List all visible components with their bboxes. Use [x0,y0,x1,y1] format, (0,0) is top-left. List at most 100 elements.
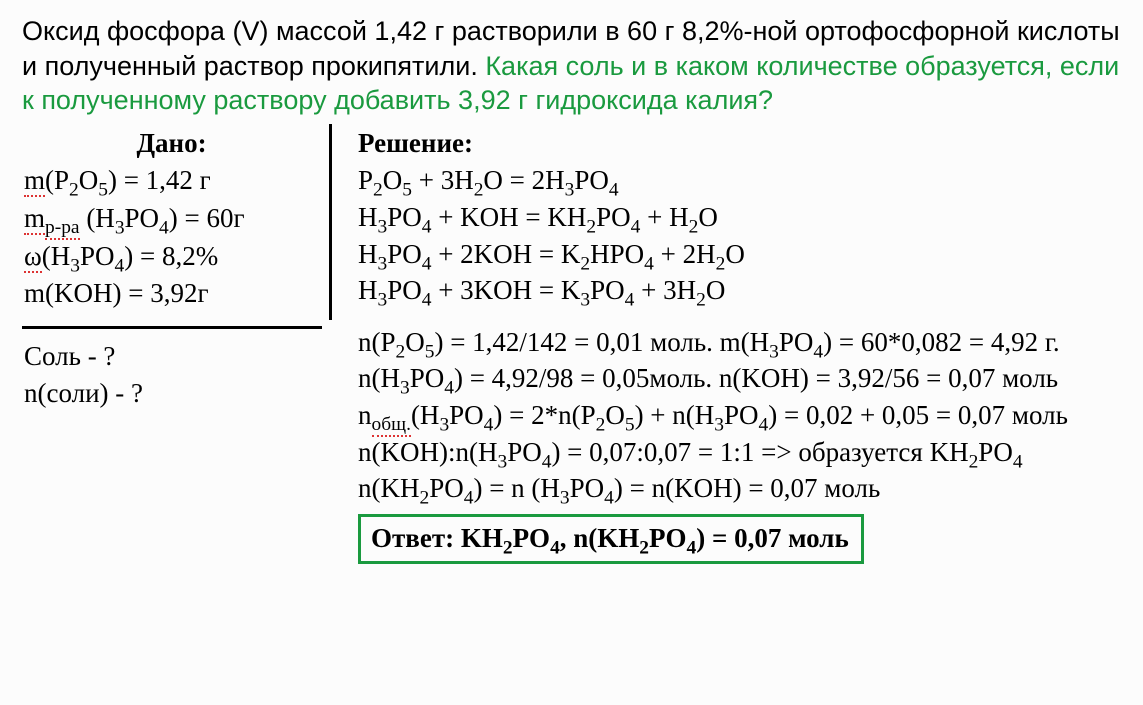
calc-2: n(H3PO4) = 4,92/98 = 0,05моль. n(KOH) = … [358,361,1121,397]
sub: 4 [422,290,432,311]
find-line-1: Соль - ? [24,339,332,375]
txt: H [358,275,378,305]
sub: 4 [159,217,169,238]
sub: 2 [639,537,649,558]
sub: 2 [596,414,606,435]
calc-1: n(P2O5) = 1,42/142 = 0,01 моль. m(H3PO4)… [358,325,1121,361]
sub: 4 [609,180,619,201]
txt: ) = 8,2% [124,241,218,271]
sub: 2 [69,180,79,201]
txt: ) = 0,07:0,07 = 1:1 => образуется KH [551,437,968,467]
sub: 3 [439,414,449,435]
sub: 3 [497,451,507,472]
given-line-3: ω(H3PO4) = 8,2% [24,239,319,275]
solution-column: Решение: P2O5 + 3H2O = 2H3PO4 H3PO4 + KO… [344,124,1121,564]
sub: 3 [378,216,388,237]
equation-2: H3PO4 + KOH = KH2PO4 + H2O [358,200,1121,236]
txt: O [383,165,403,195]
txt: PO [507,437,542,467]
txt: n(H [358,363,400,393]
sub: 4 [484,414,494,435]
find-block: Соль - ? n(соли) - ? [22,335,332,412]
txt: H [358,239,378,269]
txt: PO [513,523,551,553]
txt: P [358,165,373,195]
txt: ) = 0,07 моль [696,523,848,553]
txt: + H [640,202,688,232]
sub: 3 [115,217,125,238]
txt: n(KOH):n(H [358,437,497,467]
txt: PO [779,327,814,357]
txt: O = 2H [483,165,564,195]
sub: 2 [373,180,383,201]
find-line-2: n(соли) - ? [24,376,332,412]
sub: 3 [769,341,779,362]
txt: (H [80,203,115,233]
txt: n(KH [358,473,420,503]
txt: PO [649,523,687,553]
sub: 4 [422,253,432,274]
txt: PO [410,363,445,393]
sub: общ. [372,414,411,437]
sub: 5 [625,414,635,435]
given-line-1: m(P2O5) = 1,42 г [24,163,319,199]
txt: n(P [358,327,396,357]
txt: PO [387,239,422,269]
txt: PO [387,202,422,232]
txt: O [79,165,99,195]
txt: ) = 2*n(P [493,400,595,430]
txt: (P [45,165,69,195]
txt: PO [449,400,484,430]
sub: 3 [70,255,80,276]
txt: PO [429,473,464,503]
txt: + 2H [654,239,716,269]
txt: PO [387,275,422,305]
given-divider [22,326,322,329]
txt: O [605,400,625,430]
txt: ) = n (H [473,473,559,503]
sub: 3 [560,488,570,509]
txt: ) + n(H [635,400,715,430]
txt: + 3H [634,275,696,305]
txt: PO [80,241,115,271]
sub: 4 [464,488,474,509]
txt: , n(KH [560,523,640,553]
sub: 4 [604,488,614,509]
sub: 3 [580,290,590,311]
sub: 5 [402,180,412,201]
equation-1: P2O5 + 3H2O = 2H3PO4 [358,163,1121,199]
txt: ω [24,241,42,273]
sub: 3 [378,253,388,274]
txt: ) = 0,02 + 0,05 = 0,07 моль [768,400,1068,430]
sub: 4 [444,378,454,399]
txt: ) = 60*0,082 = 4,92 г. [823,327,1059,357]
sub: 4 [813,341,823,362]
txt: (H [42,241,71,271]
sub: 4 [422,216,432,237]
calc-3: nобщ.(H3PO4) = 2*n(P2O5) + n(H3PO4) = 0,… [358,398,1121,434]
given-line-2: mр-ра (H3PO4) = 60г [24,201,319,237]
sub: 3 [714,414,724,435]
calc-5: n(KH2PO4) = n (H3PO4) = n(KOH) = 0,07 мо… [358,471,1121,507]
txt: ) = 60г [169,203,245,233]
sub: 5 [98,180,108,201]
sub: 4 [644,253,654,274]
txt: m [24,203,45,235]
sub: 2 [396,341,406,362]
calc-4: n(KOH):n(H3PO4) = 0,07:0,07 = 1:1 => обр… [358,435,1121,471]
sub: 5 [425,341,435,362]
sub: 2 [689,216,699,237]
chemistry-problem-page: Оксид фосфора (V) массой 1,42 г раствори… [0,0,1143,705]
txt: (H [411,400,440,430]
txt: O [725,239,745,269]
sub: 4 [631,216,641,237]
txt: O [706,275,726,305]
given-title: Дано: [24,126,319,162]
sub: 4 [1013,451,1023,472]
sub: 4 [542,451,552,472]
problem-statement: Оксид фосфора (V) массой 1,42 г раствори… [22,14,1121,118]
txt: PO [596,202,631,232]
sub: р-ра [45,217,80,240]
sub: 2 [969,451,979,472]
sub: 3 [565,180,575,201]
